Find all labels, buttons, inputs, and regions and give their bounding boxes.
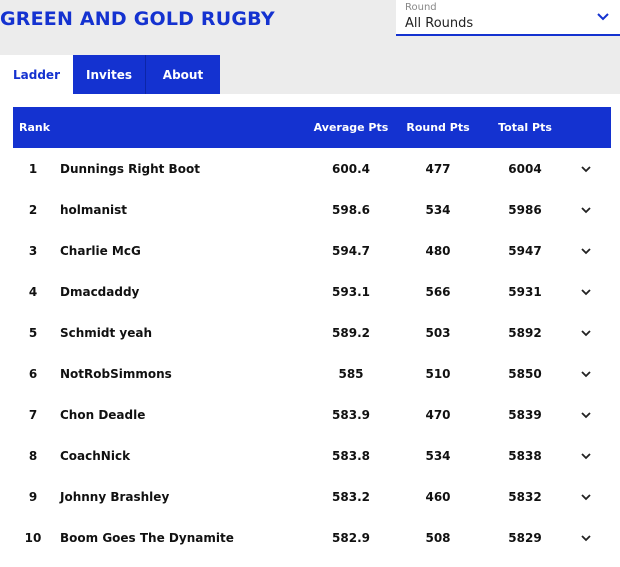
rank-cell: 6 <box>28 367 38 381</box>
total-pts-cell: 5829 <box>508 531 542 545</box>
table-row[interactable]: 8 CoachNick 583.8 534 5838 <box>13 435 611 476</box>
team-name-cell: Charlie McG <box>60 244 141 258</box>
round-pts-cell: 508 <box>425 531 451 545</box>
average-pts-cell: 593.1 <box>332 285 370 299</box>
team-name-cell: Dunnings Right Boot <box>60 162 200 176</box>
round-pts-cell: 460 <box>425 490 451 504</box>
chevron-down-icon[interactable] <box>580 411 592 420</box>
total-pts-cell: 5986 <box>508 203 542 217</box>
table-row[interactable]: 9 Johnny Brashley 583.2 460 5832 <box>13 476 611 517</box>
chevron-down-icon[interactable] <box>580 288 592 297</box>
rank-cell: 5 <box>28 326 38 340</box>
total-pts-cell: 5850 <box>508 367 542 381</box>
table-row[interactable]: 6 NotRobSimmons 585 510 5850 <box>13 353 611 394</box>
chevron-down-icon[interactable] <box>580 493 592 502</box>
average-pts-cell: 585 <box>338 367 364 381</box>
team-name-cell: Schmidt yeah <box>60 326 153 340</box>
chevron-down-icon[interactable] <box>580 534 592 543</box>
average-pts-cell: 598.6 <box>332 203 370 217</box>
round-select[interactable]: Round All Rounds <box>396 0 620 36</box>
average-pts-cell: 582.9 <box>332 531 370 545</box>
team-name-cell: CoachNick <box>60 449 131 463</box>
ladder-rows: 1 Dunnings Right Boot 600.4 477 6004 2 holmani… <box>13 148 611 558</box>
rank-cell: 10 <box>24 531 42 545</box>
table-header: Rank Average Pts Round Pts Total Pts <box>13 107 611 148</box>
rank-cell: 8 <box>28 449 38 463</box>
round-select-label: Round <box>405 2 437 13</box>
ladder-panel: Rank Average Pts Round Pts Total Pts 1 Du… <box>0 94 620 567</box>
page-title: GREEN AND GOLD RUGBY <box>0 8 275 30</box>
chevron-down-icon <box>597 13 609 21</box>
average-pts-cell: 583.9 <box>332 408 370 422</box>
total-pts-cell: 5947 <box>508 244 542 258</box>
average-pts-cell: 583.2 <box>332 490 370 504</box>
total-pts-cell: 5931 <box>508 285 542 299</box>
table-row[interactable]: 2 holmanist 598.6 534 5986 <box>13 189 611 230</box>
team-name-cell: NotRobSimmons <box>60 367 172 381</box>
table-row[interactable]: 5 Schmidt yeah 589.2 503 5892 <box>13 312 611 353</box>
table-row[interactable]: 3 Charlie McG 594.7 480 5947 <box>13 230 611 271</box>
total-pts-cell: 5839 <box>508 408 542 422</box>
table-row[interactable]: 7 Chon Deadle 583.9 470 5839 <box>13 394 611 435</box>
header-total-pts: Total Pts <box>498 121 552 134</box>
round-pts-cell: 566 <box>425 285 451 299</box>
rank-cell: 9 <box>28 490 38 504</box>
tab-invites[interactable]: Invites <box>73 55 146 94</box>
rank-cell: 1 <box>28 162 38 176</box>
rank-cell: 7 <box>28 408 38 422</box>
average-pts-cell: 600.4 <box>332 162 370 176</box>
tab-bar: Ladder Invites About <box>0 55 220 94</box>
chevron-down-icon[interactable] <box>580 329 592 338</box>
tab-about[interactable]: About <box>146 55 220 94</box>
round-pts-cell: 510 <box>425 367 451 381</box>
rank-cell: 4 <box>28 285 38 299</box>
average-pts-cell: 594.7 <box>332 244 370 258</box>
round-pts-cell: 503 <box>425 326 451 340</box>
team-name-cell: Dmacdaddy <box>60 285 140 299</box>
chevron-down-icon[interactable] <box>580 247 592 256</box>
header-average-pts: Average Pts <box>313 121 389 134</box>
total-pts-cell: 5838 <box>508 449 542 463</box>
rank-cell: 2 <box>28 203 38 217</box>
round-pts-cell: 534 <box>425 203 451 217</box>
table-row[interactable]: 1 Dunnings Right Boot 600.4 477 6004 <box>13 148 611 189</box>
table-row[interactable]: 10 Boom Goes The Dynamite 582.9 508 5829 <box>13 517 611 558</box>
rank-cell: 3 <box>28 244 38 258</box>
round-pts-cell: 477 <box>425 162 451 176</box>
tab-ladder[interactable]: Ladder <box>0 55 73 94</box>
total-pts-cell: 5832 <box>508 490 542 504</box>
total-pts-cell: 5892 <box>508 326 542 340</box>
team-name-cell: Chon Deadle <box>60 408 146 422</box>
chevron-down-icon[interactable] <box>580 370 592 379</box>
header-round-pts: Round Pts <box>406 121 470 134</box>
round-select-value: All Rounds <box>405 16 474 31</box>
round-pts-cell: 470 <box>425 408 451 422</box>
round-pts-cell: 534 <box>425 449 451 463</box>
team-name-cell: Johnny Brashley <box>60 490 170 504</box>
chevron-down-icon[interactable] <box>580 452 592 461</box>
average-pts-cell: 589.2 <box>332 326 370 340</box>
round-pts-cell: 480 <box>425 244 451 258</box>
chevron-down-icon[interactable] <box>580 206 592 215</box>
table-row[interactable]: 4 Dmacdaddy 593.1 566 5931 <box>13 271 611 312</box>
header-rank: Rank <box>19 121 51 134</box>
average-pts-cell: 583.8 <box>332 449 370 463</box>
team-name-cell: holmanist <box>60 203 128 217</box>
chevron-down-icon[interactable] <box>580 165 592 174</box>
team-name-cell: Boom Goes The Dynamite <box>60 531 234 545</box>
total-pts-cell: 6004 <box>508 162 542 176</box>
